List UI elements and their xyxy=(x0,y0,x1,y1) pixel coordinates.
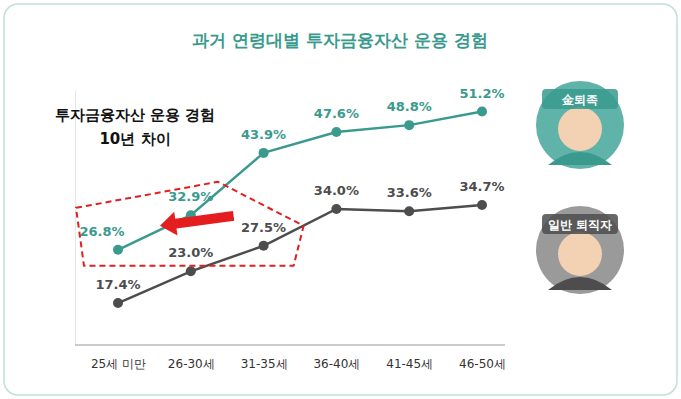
data-label: 47.6% xyxy=(314,106,359,121)
legend-icon-body xyxy=(548,277,612,290)
series-point xyxy=(331,204,341,214)
data-label: 27.5% xyxy=(241,220,286,235)
x-tick: 41-45세 xyxy=(386,357,433,371)
legend-icon-face xyxy=(558,107,602,151)
annotation-arrow xyxy=(158,204,235,238)
x-tick-label: 25세 미만 xyxy=(91,357,146,371)
series-point xyxy=(113,245,123,255)
series-point xyxy=(259,148,269,158)
series-point xyxy=(331,127,341,137)
legend-item: 일반 퇴직자 xyxy=(536,206,624,294)
x-tick: 25세 미만 xyxy=(91,357,146,371)
x-tick-label: 26-30세 xyxy=(168,357,215,371)
x-tick-label: 41-45세 xyxy=(386,357,433,371)
data-label: 17.4% xyxy=(95,277,140,292)
legend-label: 金퇴족 xyxy=(561,93,598,107)
chart: 과거 연령대별 투자금융자산 운용 경험 25세 미만 26-30세 31-35세 36… xyxy=(0,0,681,399)
x-tick-label: 31-35세 xyxy=(241,357,288,371)
data-label: 34.0% xyxy=(314,183,359,198)
annotation-box xyxy=(76,182,304,266)
x-tick-label: 36-40세 xyxy=(313,357,360,371)
x-axis: 25세 미만 26-30세 31-35세 36-40세 41-45세 46-50세 xyxy=(75,345,506,371)
series-point xyxy=(404,120,414,130)
legend-icon-face xyxy=(558,232,602,276)
data-label: 43.9% xyxy=(241,127,286,142)
series-point xyxy=(186,266,196,276)
series-point xyxy=(113,298,123,308)
annotation-text: 투자금융자산 운용 경험 xyxy=(55,106,215,124)
title: 과거 연령대별 투자금융자산 운용 경험 xyxy=(192,30,488,50)
legend-icon-bg xyxy=(536,81,624,169)
series-line xyxy=(118,112,482,250)
data-label: 48.8% xyxy=(387,99,432,114)
x-tick: 26-30세 xyxy=(168,357,215,371)
data-label: 26.8% xyxy=(79,224,124,239)
legend-label: 일반 퇴직자 xyxy=(548,218,612,232)
series-point xyxy=(259,241,269,251)
legend-icon-bg xyxy=(536,206,624,294)
y-axis xyxy=(75,91,76,346)
data-label: 32.9% xyxy=(168,189,213,204)
data-label: 23.0% xyxy=(168,245,213,260)
series-point xyxy=(404,206,414,216)
series-point xyxy=(477,107,487,117)
legend-label-bg xyxy=(542,89,618,109)
legend-icon-body xyxy=(548,152,612,165)
legend-item: 金퇴족 xyxy=(536,81,624,169)
x-tick: 31-35세 xyxy=(241,357,288,371)
series-point xyxy=(477,200,487,210)
legend-label-bg xyxy=(542,214,618,234)
arrow-shape xyxy=(158,204,235,238)
x-tick: 46-50세 xyxy=(459,357,506,371)
data-label: 51.2% xyxy=(459,86,504,101)
data-label: 33.6% xyxy=(387,185,432,200)
x-axis-line xyxy=(75,345,505,346)
annotation-text: 10년 차이 xyxy=(99,130,170,148)
data-label: 34.7% xyxy=(459,179,504,194)
x-tick-label: 46-50세 xyxy=(459,357,506,371)
x-tick: 36-40세 xyxy=(313,357,360,371)
frame xyxy=(4,4,677,395)
y-axis-line xyxy=(75,91,76,346)
